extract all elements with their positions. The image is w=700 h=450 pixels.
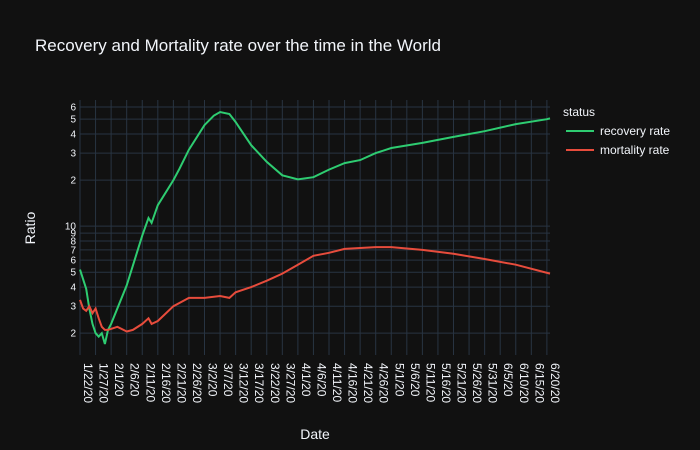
x-tick-label: 2/26/20 [190,363,204,403]
y-tick-label: 3 [70,302,76,313]
x-tick-label: 3/7/20 [221,363,235,397]
x-tick-label: 1/22/20 [81,363,95,403]
legend-title: status [563,105,595,119]
x-tick-label: 4/11/20 [330,363,344,402]
x-tick-label: 3/17/20 [252,363,266,403]
x-tick-label: 5/16/20 [439,363,453,403]
y-tick-label: 6 [70,256,76,267]
y-tick-label: 2 [70,176,76,187]
x-tick-label: 3/2/20 [206,363,220,397]
x-tick-label: 2/11/20 [143,363,157,402]
legend-label: recovery rate [600,124,670,138]
x-tick-label: 1/27/20 [97,363,111,403]
y-tick-label: 2 [70,329,76,340]
x-tick-label: 5/6/20 [408,363,422,397]
x-tick-label: 4/6/20 [314,363,328,397]
x-tick-label: 3/12/20 [237,363,251,403]
y-tick-label: 4 [70,283,76,294]
x-tick-label: 5/26/20 [470,363,484,403]
x-tick-label: 3/22/20 [268,363,282,403]
y-tick-label: 8 [70,236,76,247]
x-tick-label: 5/11/20 [423,363,437,402]
y-tick-label: 10 [65,222,77,233]
y-tick-label: 6 [70,103,76,114]
data-line [79,110,551,345]
x-axis-title: Date [300,426,330,442]
chart-title: Recovery and Mortality rate over the tim… [35,36,441,55]
x-tick-label: 6/10/20 [517,363,531,403]
data-line [79,246,551,333]
y-axis-title: Ratio [22,211,38,244]
x-tick-label: 5/31/20 [486,363,500,403]
x-tick-label: 4/21/20 [361,363,375,403]
y-tick-label: 3 [70,149,76,160]
x-tick-label: 4/16/20 [346,363,360,403]
x-tick-label: 2/21/20 [174,363,188,403]
y-tick-label: 5 [70,115,76,126]
y-tick-label: 9 [70,229,76,240]
x-tick-label: 4/26/20 [377,363,391,403]
x-tick-label: 6/15/20 [532,363,546,403]
legend-label: mortality rate [600,143,670,157]
y-tick-label: 7 [70,245,76,256]
x-tick-label: 6/20/20 [548,363,562,403]
x-tick-label: 2/16/20 [159,363,173,403]
x-tick-label: 4/1/20 [299,363,313,397]
y-tick-label: 5 [70,268,76,279]
y-tick-label: 4 [70,129,76,140]
x-tick-label: 6/5/20 [501,363,515,397]
x-tick-label: 5/1/20 [392,363,406,397]
x-tick-label: 5/21/20 [455,363,469,403]
x-tick-label: 2/6/20 [128,363,142,397]
x-tick-label: 2/1/20 [112,363,126,397]
x-tick-label: 3/27/20 [283,363,297,403]
